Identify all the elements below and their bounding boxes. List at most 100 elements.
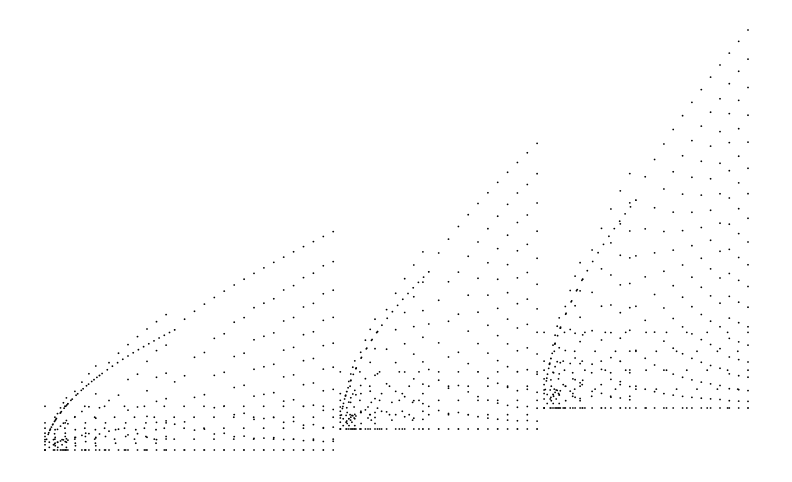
data-point bbox=[350, 416, 352, 418]
data-point bbox=[738, 257, 740, 259]
data-point bbox=[369, 428, 371, 430]
data-point bbox=[77, 393, 79, 395]
data-point bbox=[392, 311, 394, 313]
data-point bbox=[645, 407, 647, 409]
data-point bbox=[223, 449, 225, 451]
data-point bbox=[293, 285, 295, 287]
data-point bbox=[53, 439, 55, 441]
data-point bbox=[526, 152, 528, 154]
data-point bbox=[719, 407, 721, 409]
data-point bbox=[700, 339, 702, 341]
data-point bbox=[458, 412, 460, 414]
data-point bbox=[601, 393, 603, 395]
data-point bbox=[569, 290, 571, 292]
data-point bbox=[203, 427, 205, 429]
data-point bbox=[379, 371, 381, 373]
data-point bbox=[125, 422, 127, 424]
data-point bbox=[635, 407, 637, 409]
data-point bbox=[293, 251, 295, 253]
data-point bbox=[70, 400, 72, 402]
data-point bbox=[552, 403, 554, 405]
data-point bbox=[738, 41, 740, 43]
data-point bbox=[738, 128, 740, 130]
data-point bbox=[332, 342, 334, 344]
data-point bbox=[389, 385, 391, 387]
data-point bbox=[127, 379, 129, 381]
data-point bbox=[369, 362, 371, 364]
data-point bbox=[467, 294, 469, 296]
data-point bbox=[691, 140, 693, 142]
data-point bbox=[574, 407, 576, 409]
data-point bbox=[413, 353, 415, 355]
data-point bbox=[562, 360, 564, 362]
data-point bbox=[546, 380, 548, 382]
data-point bbox=[719, 326, 721, 328]
data-point bbox=[303, 405, 305, 407]
data-point bbox=[332, 317, 334, 319]
data-point bbox=[559, 327, 561, 329]
data-point bbox=[371, 339, 373, 341]
data-point bbox=[526, 385, 528, 387]
data-point bbox=[44, 432, 46, 434]
data-point bbox=[183, 405, 185, 407]
data-point bbox=[619, 190, 621, 192]
data-point bbox=[339, 400, 341, 402]
data-point bbox=[253, 449, 255, 451]
data-point bbox=[604, 369, 606, 371]
data-point bbox=[66, 397, 68, 399]
data-point bbox=[60, 411, 62, 413]
data-point bbox=[629, 329, 631, 331]
data-point bbox=[355, 415, 357, 417]
data-point bbox=[44, 439, 46, 441]
data-point bbox=[536, 391, 538, 393]
data-point bbox=[370, 419, 372, 421]
data-point bbox=[592, 261, 594, 263]
data-point bbox=[365, 428, 367, 430]
data-point bbox=[467, 255, 469, 257]
data-point bbox=[682, 353, 684, 355]
data-point bbox=[144, 427, 146, 429]
data-point bbox=[174, 381, 176, 383]
data-point bbox=[332, 416, 334, 418]
data-point bbox=[615, 350, 617, 352]
data-point bbox=[526, 388, 528, 390]
data-point bbox=[332, 231, 334, 233]
data-point bbox=[517, 277, 519, 279]
data-point bbox=[365, 378, 367, 380]
data-point bbox=[526, 298, 528, 300]
data-point bbox=[467, 428, 469, 430]
data-point bbox=[64, 427, 66, 429]
data-point bbox=[526, 414, 528, 416]
data-point bbox=[428, 369, 430, 371]
data-point bbox=[355, 394, 357, 396]
data-point bbox=[95, 429, 97, 431]
data-point bbox=[438, 400, 440, 402]
data-point bbox=[54, 421, 56, 423]
data-point bbox=[213, 407, 215, 409]
data-point bbox=[686, 407, 688, 409]
data-point bbox=[137, 373, 139, 375]
data-point bbox=[350, 397, 352, 399]
data-point bbox=[145, 422, 147, 424]
data-point bbox=[458, 313, 460, 315]
data-point bbox=[582, 334, 584, 336]
data-point bbox=[487, 228, 489, 230]
data-point bbox=[569, 329, 571, 331]
data-point bbox=[74, 416, 76, 418]
data-point bbox=[691, 211, 693, 213]
data-point bbox=[686, 332, 688, 334]
data-point bbox=[283, 320, 285, 322]
data-point bbox=[105, 436, 107, 438]
data-point bbox=[213, 338, 215, 340]
data-point bbox=[369, 414, 371, 416]
data-point bbox=[747, 390, 749, 392]
data-point bbox=[710, 111, 712, 113]
data-point bbox=[517, 371, 519, 373]
data-point bbox=[352, 366, 354, 368]
data-point bbox=[283, 376, 285, 378]
data-point bbox=[738, 280, 740, 282]
data-point bbox=[422, 310, 424, 312]
data-point bbox=[253, 416, 255, 418]
data-point bbox=[404, 278, 406, 280]
data-point bbox=[710, 344, 712, 346]
